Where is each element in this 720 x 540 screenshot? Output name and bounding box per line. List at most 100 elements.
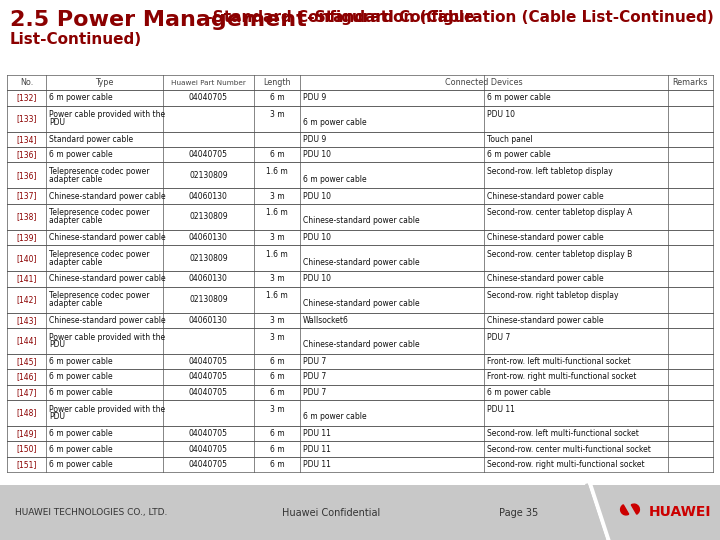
Text: [147]: [147]: [17, 388, 37, 397]
Text: Chinese-standard power cable: Chinese-standard power cable: [303, 299, 420, 308]
Text: PDU 10: PDU 10: [303, 274, 331, 284]
Text: 3 m: 3 m: [270, 404, 284, 414]
Text: [136]: [136]: [17, 150, 37, 159]
Text: 3 m: 3 m: [270, 333, 284, 341]
Text: 6 m: 6 m: [270, 357, 284, 366]
Text: Standard power cable: Standard power cable: [49, 135, 133, 144]
Text: [141]: [141]: [17, 274, 37, 284]
Text: PDU 7: PDU 7: [303, 373, 326, 381]
Text: Page 35: Page 35: [499, 508, 538, 517]
Text: 04040705: 04040705: [189, 357, 228, 366]
Text: PDU 9: PDU 9: [303, 93, 326, 103]
Text: [151]: [151]: [17, 460, 37, 469]
Wedge shape: [631, 504, 639, 514]
Text: Chinese-standard power cable: Chinese-standard power cable: [487, 192, 603, 200]
Bar: [7, 106, 713, 132]
Text: 02130809: 02130809: [189, 254, 228, 262]
Text: Chinese-standard power cable: Chinese-standard power cable: [49, 192, 166, 200]
Text: PDU 11: PDU 11: [487, 404, 515, 414]
Text: Telepresence codec power: Telepresence codec power: [49, 291, 150, 300]
Bar: [7, 441, 713, 457]
Text: 6 m: 6 m: [270, 444, 284, 454]
Bar: [7, 204, 713, 230]
Text: 04040705: 04040705: [189, 429, 228, 438]
Text: 6 m power cable: 6 m power cable: [487, 93, 551, 103]
Text: 04060130: 04060130: [189, 192, 228, 200]
Text: 02130809: 02130809: [189, 212, 228, 221]
Text: PDU: PDU: [49, 340, 65, 349]
Bar: [7, 90, 713, 106]
Text: Telepresence codec power: Telepresence codec power: [49, 208, 150, 218]
Text: PDU 11: PDU 11: [303, 460, 331, 469]
Text: –Standard Configuration (Cable: –Standard Configuration (Cable: [205, 10, 474, 25]
Text: Chinese-standard power cable: Chinese-standard power cable: [487, 316, 603, 325]
Text: 6 m power cable: 6 m power cable: [303, 118, 366, 127]
Text: 6 m power cable: 6 m power cable: [49, 444, 112, 454]
Text: 6 m power cable: 6 m power cable: [49, 373, 112, 381]
Text: 3 m: 3 m: [270, 192, 284, 200]
Text: 6 m: 6 m: [270, 388, 284, 397]
Text: adapter cable: adapter cable: [49, 216, 102, 225]
Text: 6 m power cable: 6 m power cable: [49, 357, 112, 366]
Text: 6 m power cable: 6 m power cable: [49, 93, 112, 103]
Text: [134]: [134]: [17, 135, 37, 144]
Text: 3 m: 3 m: [270, 274, 284, 284]
Text: PDU 9: PDU 9: [303, 135, 326, 144]
Text: Second-row. right multi-functional socket: Second-row. right multi-functional socke…: [487, 460, 644, 469]
Text: 6 m: 6 m: [270, 429, 284, 438]
Text: –Standard Configuration (Cable List-Continued): –Standard Configuration (Cable List-Cont…: [307, 10, 714, 25]
Bar: [7, 188, 713, 204]
Text: Second-row. right tabletop display: Second-row. right tabletop display: [487, 291, 618, 300]
Text: HUAWEI TECHNOLOGIES CO., LTD.: HUAWEI TECHNOLOGIES CO., LTD.: [15, 508, 167, 517]
Text: 04060130: 04060130: [189, 316, 228, 325]
Text: 6 m power cable: 6 m power cable: [487, 388, 551, 397]
Bar: [7, 230, 713, 245]
Bar: [7, 457, 713, 472]
Text: PDU 7: PDU 7: [487, 333, 510, 341]
Text: Connected Devices: Connected Devices: [445, 78, 523, 87]
Text: Second-row. left tabletop display: Second-row. left tabletop display: [487, 167, 613, 176]
Text: Chinese-standard power cable: Chinese-standard power cable: [49, 274, 166, 284]
Text: 04060130: 04060130: [189, 233, 228, 242]
Text: [143]: [143]: [17, 316, 37, 325]
Text: Second-row. left multi-functional socket: Second-row. left multi-functional socket: [487, 429, 639, 438]
Text: Length: Length: [264, 78, 291, 87]
Text: 3 m: 3 m: [270, 316, 284, 325]
Text: 02130809: 02130809: [189, 171, 228, 180]
Text: Chinese-standard power cable: Chinese-standard power cable: [303, 340, 420, 349]
Text: [146]: [146]: [17, 373, 37, 381]
Text: Power cable provided with the: Power cable provided with the: [49, 404, 165, 414]
Text: Second-row. center tabletop display B: Second-row. center tabletop display B: [487, 250, 632, 259]
Text: 6 m: 6 m: [270, 373, 284, 381]
Text: adapter cable: adapter cable: [49, 258, 102, 267]
Bar: [7, 132, 713, 147]
Bar: [7, 287, 713, 313]
Text: 04040705: 04040705: [189, 373, 228, 381]
Text: Front-row. left multi-functional socket: Front-row. left multi-functional socket: [487, 357, 631, 366]
Text: Huawei Part Number: Huawei Part Number: [171, 80, 246, 86]
Text: [137]: [137]: [17, 192, 37, 200]
Text: PDU 10: PDU 10: [303, 150, 331, 159]
Text: 04040705: 04040705: [189, 388, 228, 397]
Text: Chinese-standard power cable: Chinese-standard power cable: [487, 274, 603, 284]
Text: Huawei Confidential: Huawei Confidential: [282, 508, 380, 517]
Text: 6 m: 6 m: [270, 150, 284, 159]
Bar: [7, 163, 713, 188]
Text: PDU 10: PDU 10: [303, 192, 331, 200]
Text: [140]: [140]: [17, 254, 37, 262]
Text: 04040705: 04040705: [189, 444, 228, 454]
Text: PDU 7: PDU 7: [303, 357, 326, 366]
Bar: [7, 328, 713, 354]
Bar: [7, 384, 713, 400]
Text: HUAWEI: HUAWEI: [649, 505, 711, 519]
Text: Type: Type: [95, 78, 114, 87]
Text: Touch panel: Touch panel: [487, 135, 533, 144]
Text: 6 m power cable: 6 m power cable: [49, 388, 112, 397]
Text: Chinese-standard power cable: Chinese-standard power cable: [303, 258, 420, 267]
Text: PDU 11: PDU 11: [303, 444, 331, 454]
Text: Chinese-standard power cable: Chinese-standard power cable: [49, 316, 166, 325]
Text: Power cable provided with the: Power cable provided with the: [49, 333, 165, 341]
Text: [132]: [132]: [17, 93, 37, 103]
Text: Second-row. center tabletop display A: Second-row. center tabletop display A: [487, 208, 632, 218]
Bar: [0, 485, 720, 540]
